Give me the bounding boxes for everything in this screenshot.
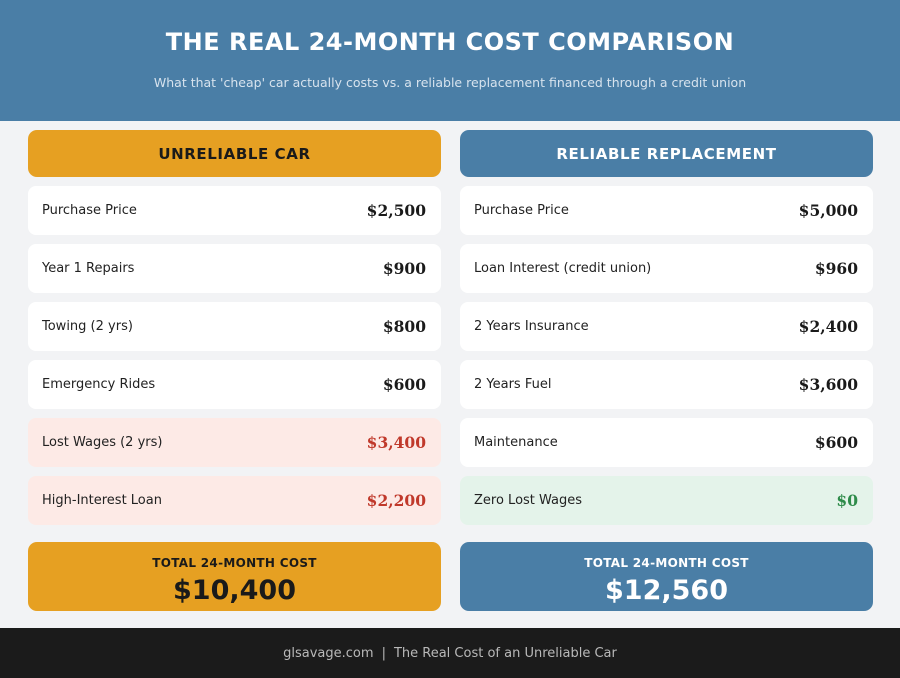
page-header: THE REAL 24-MONTH COST COMPARISON What t… xyxy=(0,0,900,121)
total-label: TOTAL 24-MONTH COST xyxy=(584,556,749,570)
cost-value: $0 xyxy=(836,491,858,510)
cost-row: Purchase Price $2,500 xyxy=(28,186,441,235)
page-subtitle: What that 'cheap' car actually costs vs.… xyxy=(153,75,747,90)
cost-label: Towing (2 yrs) xyxy=(42,319,133,334)
page-footer: glsavage.com | The Real Cost of an Unrel… xyxy=(0,628,900,678)
cost-label: Zero Lost Wages xyxy=(474,493,583,508)
cost-value: $960 xyxy=(814,259,858,278)
cost-value: $900 xyxy=(382,259,426,278)
cost-label: Loan Interest (credit union) xyxy=(474,261,652,276)
cost-row: Year 1 Repairs $900 xyxy=(28,244,441,293)
cost-label: Purchase Price xyxy=(42,203,137,218)
total-label: TOTAL 24-MONTH COST xyxy=(152,556,317,570)
cost-row: Loan Interest (credit union) $960 xyxy=(460,244,873,293)
cost-row: Towing (2 yrs) $800 xyxy=(28,302,441,351)
cost-row: Emergency Rides $600 xyxy=(28,360,441,409)
cost-label: Year 1 Repairs xyxy=(42,261,135,276)
total-value: $10,400 xyxy=(173,575,296,606)
reliable-total-card: TOTAL 24-MONTH COST $12,560 xyxy=(460,542,873,611)
cost-label: Emergency Rides xyxy=(42,377,156,392)
total-value: $12,560 xyxy=(605,575,728,606)
cost-value: $600 xyxy=(382,375,426,394)
footer-separator: | xyxy=(381,645,386,661)
cost-label: Purchase Price xyxy=(474,203,569,218)
unreliable-car-column: UNRELIABLE CAR Purchase Price $2,500 Yea… xyxy=(28,130,441,611)
cost-value: $3,400 xyxy=(366,433,426,452)
footer-site: glsavage.com xyxy=(283,645,374,661)
reliable-replacement-column: RELIABLE REPLACEMENT Purchase Price $5,0… xyxy=(460,130,873,611)
cost-row: Maintenance $600 xyxy=(460,418,873,467)
cost-label: 2 Years Insurance xyxy=(474,319,589,334)
cost-label: Lost Wages (2 yrs) xyxy=(42,435,163,450)
cost-row-highlight-good: Zero Lost Wages $0 xyxy=(460,476,873,525)
cost-row-highlight-bad: Lost Wages (2 yrs) $3,400 xyxy=(28,418,441,467)
footer-caption: The Real Cost of an Unreliable Car xyxy=(393,645,617,661)
page-title: THE REAL 24-MONTH COST COMPARISON xyxy=(165,28,735,56)
cost-value: $3,600 xyxy=(798,375,858,394)
cost-value: $5,000 xyxy=(798,201,858,220)
cost-row-highlight-bad: High-Interest Loan $2,200 xyxy=(28,476,441,525)
cost-value: $2,200 xyxy=(366,491,426,510)
cost-value: $800 xyxy=(382,317,426,336)
cost-label: 2 Years Fuel xyxy=(474,377,552,392)
cost-value: $2,400 xyxy=(798,317,858,336)
cost-row: 2 Years Insurance $2,400 xyxy=(460,302,873,351)
cost-label: High-Interest Loan xyxy=(42,493,162,508)
cost-label: Maintenance xyxy=(474,435,558,450)
cost-row: Purchase Price $5,000 xyxy=(460,186,873,235)
reliable-replacement-heading: RELIABLE REPLACEMENT xyxy=(460,130,873,177)
unreliable-car-heading: UNRELIABLE CAR xyxy=(28,130,441,177)
cost-value: $600 xyxy=(814,433,858,452)
cost-value: $2,500 xyxy=(366,201,426,220)
cost-row: 2 Years Fuel $3,600 xyxy=(460,360,873,409)
unreliable-total-card: TOTAL 24-MONTH COST $10,400 xyxy=(28,542,441,611)
